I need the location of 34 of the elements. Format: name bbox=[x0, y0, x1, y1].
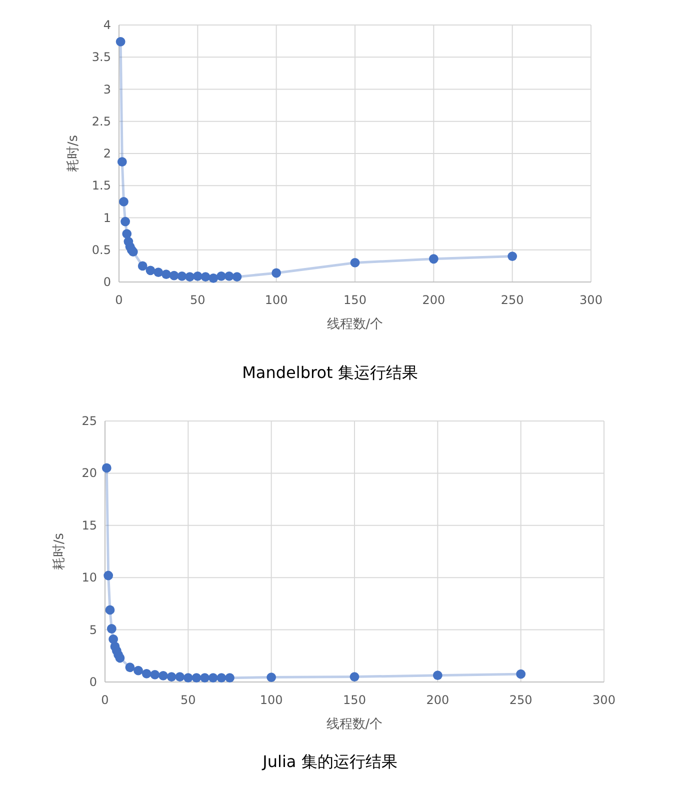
x-tick-label: 250 bbox=[500, 293, 524, 307]
y-tick-label: 15 bbox=[82, 518, 97, 532]
x-tick-label: 300 bbox=[580, 293, 602, 307]
x-tick-label: 100 bbox=[260, 693, 283, 707]
y-tick-label: 4 bbox=[103, 18, 111, 32]
x-tick-label: 50 bbox=[190, 293, 206, 307]
y-tick-label: 1.5 bbox=[92, 178, 111, 193]
text: Julia 集的运行结果 bbox=[262, 752, 398, 771]
y-axis-title: 耗时/s bbox=[52, 532, 67, 570]
x-tick-label: 300 bbox=[592, 693, 616, 707]
x-axis-title: 线程数/个 bbox=[326, 317, 384, 332]
y-tick-label: 1 bbox=[103, 210, 111, 225]
x-tick-label: 50 bbox=[180, 693, 196, 707]
y-tick-label: 2.5 bbox=[92, 114, 111, 128]
y-tick-label: 2 bbox=[103, 146, 111, 160]
y-tick-label: 20 bbox=[82, 466, 97, 480]
y-axis-title: 耗时/s bbox=[66, 134, 81, 172]
text: Mandelbrot 集运行结果 bbox=[242, 363, 418, 382]
x-tick-label: 200 bbox=[422, 293, 446, 307]
x-tick-label: 200 bbox=[426, 693, 450, 707]
y-tick-label: 0 bbox=[89, 675, 97, 689]
y-tick-label: 3.5 bbox=[92, 50, 111, 64]
y-tick-label: 25 bbox=[82, 414, 97, 428]
x-tick-label: 150 bbox=[343, 693, 366, 707]
y-tick-label: 0 bbox=[103, 275, 111, 289]
x-tick-label: 100 bbox=[264, 293, 288, 307]
x-tick-label: 250 bbox=[509, 693, 532, 707]
y-tick-label: 5 bbox=[89, 622, 97, 637]
y-tick-label: 3 bbox=[103, 82, 111, 96]
x-tick-label: 150 bbox=[344, 293, 366, 307]
x-axis-title: 线程数/个 bbox=[326, 717, 383, 732]
y-tick-label: 0.5 bbox=[92, 242, 111, 257]
x-tick-label: 0 bbox=[115, 293, 123, 307]
y-tick-label: 10 bbox=[82, 570, 97, 585]
